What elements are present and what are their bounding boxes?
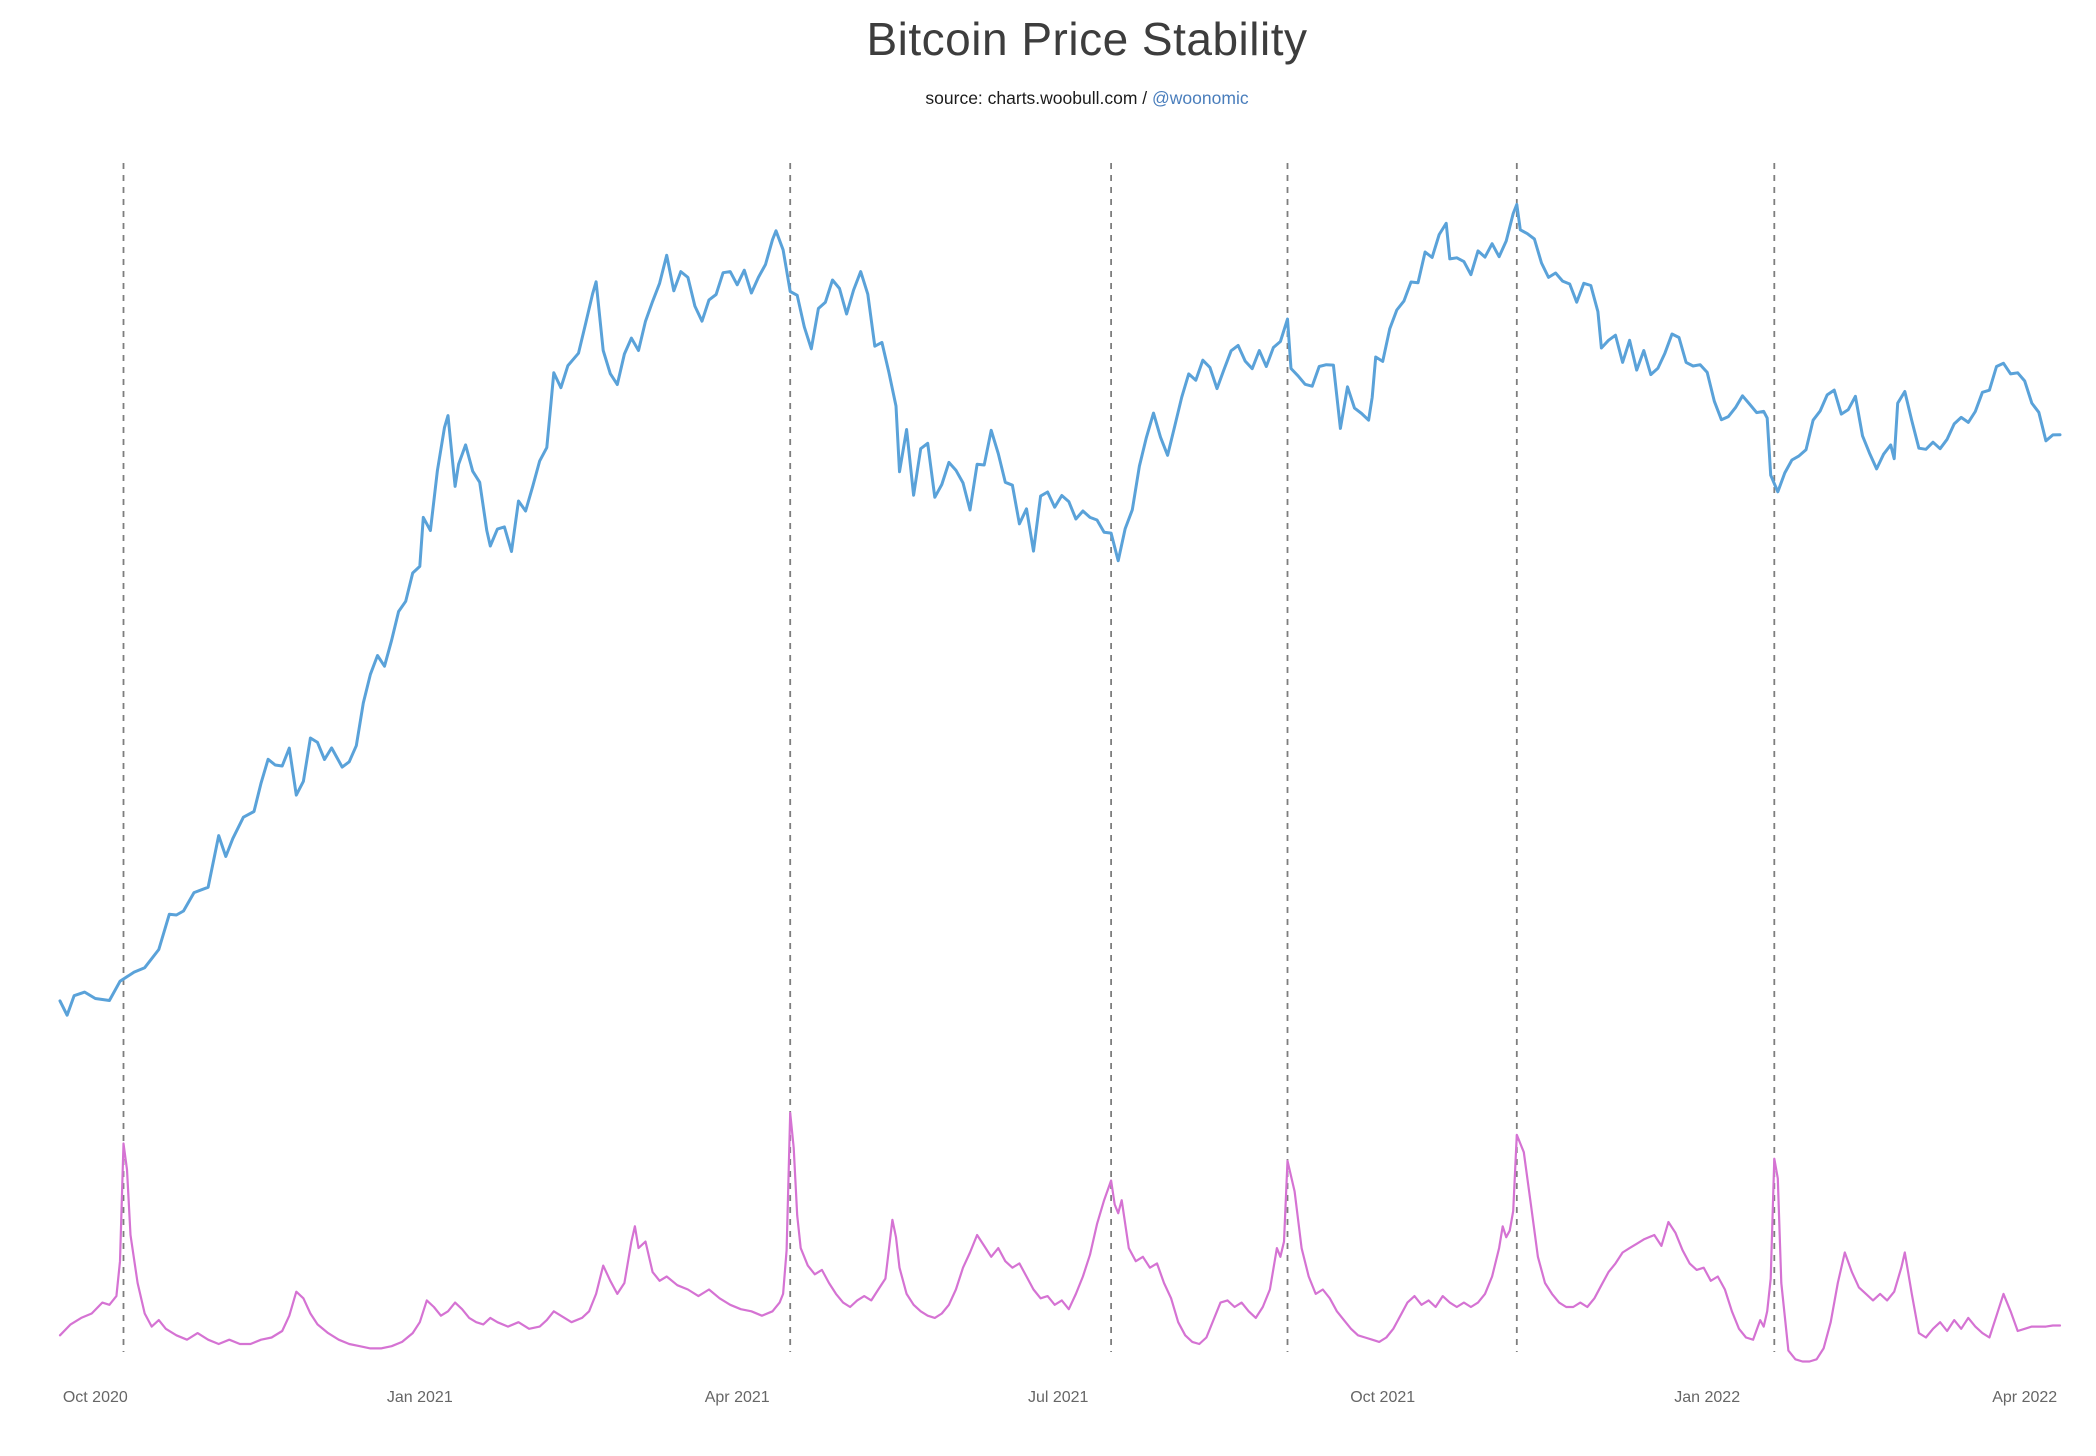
- x-axis-tick-label: Jul 2021: [1028, 1389, 1089, 1406]
- chart-title: Bitcoin Price Stability: [867, 13, 1308, 65]
- x-axis-tick-label: Jan 2021: [387, 1389, 453, 1406]
- volatility-line-series: [58, 1111, 2062, 1363]
- x-axis-tick-label: Jan 2022: [1674, 1389, 1740, 1406]
- price-line-series: [58, 202, 2062, 1017]
- subtitle-link[interactable]: @woonomic: [1152, 88, 1249, 108]
- subtitle-source-text: source: charts.woobull.com /: [925, 88, 1152, 108]
- x-axis-tick-label: Oct 2020: [63, 1389, 128, 1406]
- x-axis-tick-label: Oct 2021: [1350, 1389, 1415, 1406]
- x-axis-tick-label: Apr 2022: [1992, 1389, 2057, 1406]
- x-axis-tick-label: Apr 2021: [705, 1389, 770, 1406]
- chart-subtitle: source: charts.woobull.com / @woonomic: [925, 88, 1248, 108]
- x-axis: Oct 2020 Jan 2021 Apr 2021 Jul 2021 Oct 2021…: [63, 1389, 2057, 1406]
